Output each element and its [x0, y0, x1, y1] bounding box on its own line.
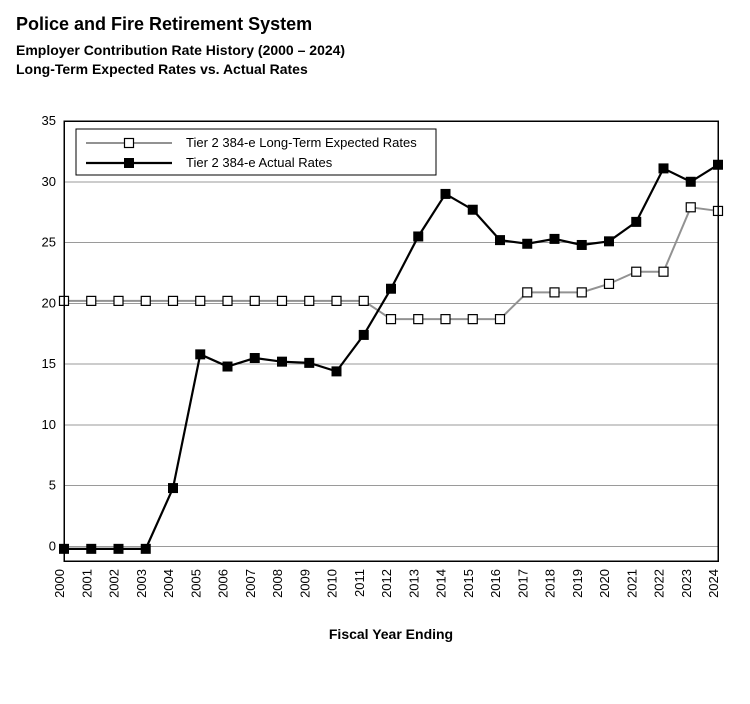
legend: Tier 2 384-e Long-Term Expected Rates Tie…	[76, 129, 436, 175]
x-tick-label: 2008	[270, 569, 285, 598]
x-tick-label: 2002	[107, 569, 122, 598]
series-expected-marker	[169, 296, 178, 305]
legend-label-expected: Tier 2 384-e Long-Term Expected Rates	[186, 135, 417, 150]
legend-label-actual: Tier 2 384-e Actual Rates	[186, 155, 333, 170]
series-expected-marker	[441, 314, 450, 323]
x-tick-label: 2022	[652, 569, 667, 598]
series-actual-marker	[114, 544, 123, 553]
x-tick-label: 2011	[352, 569, 367, 597]
y-tick-label: 30	[42, 174, 56, 189]
y-tick-label: 20	[42, 295, 56, 310]
series-actual-marker	[359, 330, 368, 339]
series-actual-marker	[632, 217, 641, 226]
x-tick-label: 2024	[706, 569, 721, 598]
x-tick-label: 2019	[570, 569, 585, 598]
y-tick-label: 0	[49, 538, 56, 553]
series-expected-marker	[359, 296, 368, 305]
series-actual-marker	[332, 367, 341, 376]
y-tick-label: 15	[42, 356, 56, 371]
x-tick-label: 2021	[624, 569, 639, 598]
series-actual-marker	[441, 189, 450, 198]
legend-marker-expected	[125, 138, 134, 147]
series-expected-marker	[332, 296, 341, 305]
series-actual-marker	[605, 237, 614, 246]
series-actual-marker	[550, 234, 559, 243]
x-tick-label: 2004	[161, 569, 176, 598]
series-expected-marker	[278, 296, 287, 305]
y-tick-label: 5	[49, 477, 56, 492]
series-expected-marker	[577, 288, 586, 297]
series-expected-marker	[387, 314, 396, 323]
x-tick-label: 2006	[216, 569, 231, 598]
series-actual-marker	[414, 232, 423, 241]
x-tick-label: 2016	[488, 569, 503, 598]
series-actual-marker	[87, 544, 96, 553]
series-actual-marker	[387, 284, 396, 293]
series-actual-marker	[250, 353, 259, 362]
x-tick-label: 2003	[134, 569, 149, 598]
series-expected-marker	[414, 314, 423, 323]
series-actual-marker	[659, 164, 668, 173]
subtitle-line-2: Long-Term Expected Rates vs. Actual Rate…	[16, 60, 734, 79]
x-axis-label: Fiscal Year Ending	[329, 626, 453, 642]
series-actual-marker	[141, 544, 150, 553]
x-tick-label: 2018	[543, 569, 558, 598]
series-actual-marker	[468, 205, 477, 214]
series-expected-marker	[196, 296, 205, 305]
x-tick-label: 2005	[188, 569, 203, 598]
y-ticks: 0 5 10 15 20 25 30 35	[42, 113, 56, 553]
series-expected-marker	[141, 296, 150, 305]
series-actual-marker	[305, 358, 314, 367]
series-expected-marker	[686, 203, 695, 212]
x-ticks: 2000 2001 2002 2003 2004 2005 2006 2007 2008 2009…	[52, 569, 721, 598]
series-expected-marker	[550, 288, 559, 297]
x-tick-label: 2012	[379, 569, 394, 598]
series-expected-marker	[523, 288, 532, 297]
y-tick-label: 35	[42, 113, 56, 128]
series-actual-marker	[196, 350, 205, 359]
y-tick-label: 10	[42, 417, 56, 432]
series-expected-marker	[468, 314, 477, 323]
series-expected-marker	[250, 296, 259, 305]
gridlines	[64, 121, 718, 546]
x-tick-label: 2020	[597, 569, 612, 598]
series-expected-marker	[114, 296, 123, 305]
series-expected-marker	[605, 279, 614, 288]
y-tick-label: 25	[42, 234, 56, 249]
chart-container: 0510152025303520002001200220032004200520…	[16, 107, 734, 667]
legend-marker-actual	[125, 158, 134, 167]
x-tick-label: 2015	[461, 569, 476, 598]
line-chart: 0510152025303520002001200220032004200520…	[16, 107, 734, 667]
x-tick-label: 2014	[434, 569, 449, 598]
subtitle-line-1: Employer Contribution Rate History (2000…	[16, 41, 734, 60]
series-expected-marker	[223, 296, 232, 305]
series-actual-line	[64, 165, 718, 549]
series-expected-marker	[632, 267, 641, 276]
series-actual-marker	[686, 177, 695, 186]
x-tick-label: 2013	[406, 569, 421, 598]
x-tick-label: 2009	[297, 569, 312, 598]
series-actual-marker	[278, 357, 287, 366]
series-expected-marker	[305, 296, 314, 305]
plot-frame	[64, 121, 718, 561]
x-tick-label: 2023	[679, 569, 694, 598]
x-tick-label: 2000	[52, 569, 67, 598]
series-expected-marker	[87, 296, 96, 305]
series-expected-marker	[496, 314, 505, 323]
series-actual-marker	[577, 240, 586, 249]
series-actual-marker	[496, 235, 505, 244]
x-tick-label: 2007	[243, 569, 258, 598]
x-tick-label: 2010	[325, 569, 340, 598]
series-expected-line	[64, 207, 718, 319]
series-expected-marker	[659, 267, 668, 276]
page-title: Police and Fire Retirement System	[16, 14, 734, 35]
series-actual-marker	[169, 483, 178, 492]
x-tick-label: 2017	[515, 569, 530, 598]
x-tick-label: 2001	[79, 569, 94, 598]
series-actual-marker	[223, 362, 232, 371]
series-actual-marker	[523, 239, 532, 248]
